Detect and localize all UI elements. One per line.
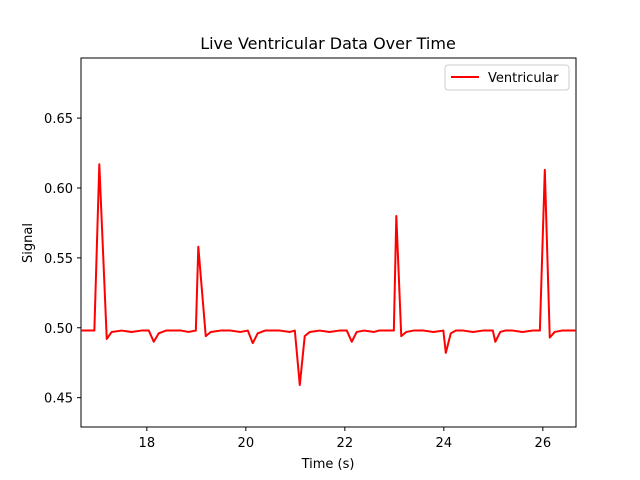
legend-box [444,64,570,91]
chart-title: Live Ventricular Data Over Time [200,34,456,53]
plot-frame [80,57,577,428]
x-tick-label: 24 [436,436,453,451]
y-axis-label: Signal [21,223,36,263]
y-tick-label: 0.45 [44,392,73,407]
y-tick-label: 0.60 [44,182,73,197]
legend-label: Ventricular [488,71,559,86]
y-tick-label: 0.55 [44,252,73,267]
x-axis-label: Time (s) [301,457,355,472]
y-axis: 0.45 0.50 0.55 0.60 0.65 [44,112,81,407]
x-tick-label: 22 [337,436,354,451]
y-tick-label: 0.50 [44,322,73,337]
series-line-ventricular [81,163,576,387]
x-tick-label: 18 [139,436,156,451]
y-tick-label: 0.65 [44,112,73,127]
x-axis: 18 20 22 24 26 [139,427,552,451]
x-tick-label: 20 [238,436,255,451]
x-tick-label: 26 [535,436,552,451]
legend: Ventricular [444,64,570,91]
plot-area [80,57,577,428]
